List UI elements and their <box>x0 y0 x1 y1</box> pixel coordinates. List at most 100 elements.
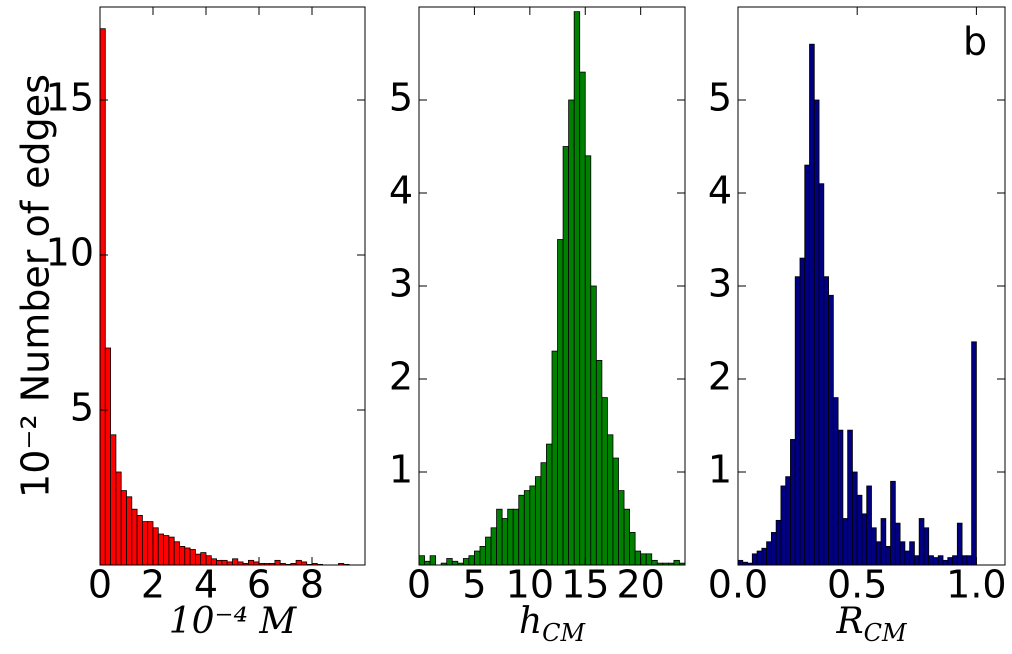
axes-frame <box>99 6 366 566</box>
bar <box>852 471 858 566</box>
x-axis-label-main: R <box>835 601 863 642</box>
x-axis-label-sub: CM <box>864 619 908 647</box>
bar <box>184 547 191 566</box>
bar <box>623 508 630 566</box>
x-tick-label: 15 <box>561 563 609 607</box>
bar <box>607 434 614 566</box>
bar <box>837 429 844 566</box>
bar <box>847 429 853 566</box>
y-tick-label: 2 <box>708 355 732 399</box>
x-axis-label: 10⁻⁴ M <box>169 601 298 642</box>
bar <box>274 559 281 566</box>
bar <box>785 476 791 566</box>
bar <box>794 276 801 566</box>
bar <box>590 285 597 566</box>
x-tick-label: 0.5 <box>827 563 887 607</box>
bar <box>446 558 453 566</box>
bar <box>152 527 159 566</box>
x-tick-label: 0.0 <box>708 563 768 607</box>
bar <box>512 508 520 566</box>
y-tick-label: 5 <box>389 76 413 120</box>
bar <box>770 532 777 566</box>
x-tick-label: 10 <box>506 563 554 607</box>
bar <box>890 480 896 566</box>
y-tick-label: 4 <box>708 169 732 213</box>
bar <box>551 350 558 566</box>
bar <box>534 476 542 566</box>
bar <box>179 546 186 566</box>
x-tick-label: 20 <box>616 563 664 607</box>
x-tick-label: 2 <box>141 563 165 607</box>
bar <box>601 397 608 566</box>
bar <box>110 434 117 566</box>
bar <box>99 28 106 566</box>
x-tick-label: 6 <box>247 563 271 607</box>
bar <box>629 532 636 566</box>
bar <box>507 508 514 566</box>
bar <box>809 43 815 566</box>
y-tick-label: 2 <box>389 355 413 399</box>
x-axis-label-main: h <box>519 601 542 642</box>
y-tick-label: 5 <box>708 76 732 120</box>
y-tick-label: 15 <box>46 76 94 120</box>
bar <box>918 518 925 566</box>
bar <box>861 513 868 566</box>
bar <box>842 518 849 566</box>
x-axis-label-main: 10⁻⁴ M <box>169 601 298 642</box>
bar <box>780 485 787 566</box>
x-tick-label: 1.0 <box>946 563 1006 607</box>
bar <box>126 496 133 566</box>
bar <box>490 527 497 566</box>
bar <box>866 485 872 566</box>
bar <box>232 558 239 566</box>
y-tick-label: 3 <box>389 262 413 306</box>
bar <box>115 471 122 566</box>
y-axis-label: 10⁻² Number of edges <box>14 74 58 498</box>
bar <box>573 11 581 566</box>
bar <box>157 533 165 566</box>
bar <box>956 522 963 566</box>
bar <box>818 183 825 566</box>
bar <box>485 536 492 566</box>
y-tick-label: 4 <box>389 169 413 213</box>
bar <box>937 555 944 566</box>
bar <box>971 341 977 566</box>
bar <box>909 541 915 566</box>
bar <box>562 146 570 566</box>
y-tick-label: 1 <box>708 448 732 492</box>
bar <box>804 164 810 566</box>
bar <box>880 518 887 566</box>
bar <box>168 536 175 566</box>
bar <box>496 508 503 566</box>
x-axis-label-sub: CM <box>542 619 586 647</box>
bar <box>823 276 829 566</box>
bar <box>546 443 553 566</box>
y-tick-label: 3 <box>708 262 732 306</box>
bar <box>928 555 934 566</box>
bar <box>451 560 459 566</box>
bar <box>136 515 143 566</box>
bar <box>173 541 180 566</box>
bar <box>557 239 564 566</box>
bar <box>612 457 619 566</box>
bar <box>775 519 782 566</box>
annotation: b <box>963 20 987 64</box>
axes-frame <box>737 6 1006 566</box>
bar <box>540 462 547 566</box>
bar <box>923 527 930 566</box>
bar <box>584 155 592 566</box>
bar <box>894 522 901 566</box>
bar <box>790 439 796 566</box>
bar <box>933 557 939 566</box>
x-axis-label: RCM <box>835 601 907 647</box>
bar <box>104 347 112 566</box>
bar <box>766 541 772 566</box>
bar <box>523 490 531 566</box>
bar <box>579 71 586 566</box>
bar <box>595 359 603 566</box>
bar <box>832 397 839 566</box>
bar <box>147 521 154 566</box>
bar <box>856 494 863 566</box>
bar <box>799 257 806 566</box>
